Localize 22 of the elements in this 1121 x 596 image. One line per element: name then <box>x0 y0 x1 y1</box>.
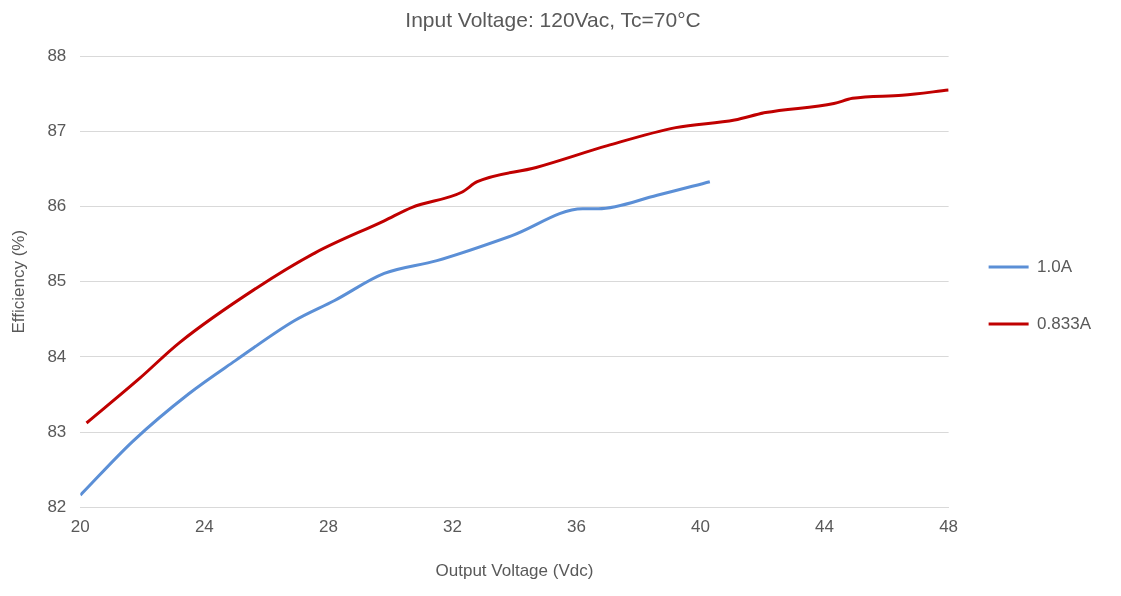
y-tick-label: 88 <box>47 45 67 65</box>
legend-label: 0.833A <box>1037 313 1092 333</box>
x-tick-label: 44 <box>815 517 835 537</box>
x-tick-label: 36 <box>567 517 586 537</box>
y-tick-label: 87 <box>47 121 67 141</box>
line-series <box>80 180 712 497</box>
y-tick-label: 86 <box>47 196 67 216</box>
y-tick-label: 85 <box>47 271 67 291</box>
y-tick-label: 84 <box>47 346 67 366</box>
x-tick-label: 32 <box>442 517 462 537</box>
legend-label: 1.0A <box>1037 256 1073 276</box>
x-tick-label: 40 <box>691 517 710 537</box>
y-axis-title: Efficiency (%) <box>8 229 28 334</box>
line-series <box>85 88 949 425</box>
x-tick-label: 24 <box>194 517 214 537</box>
x-tick-label: 20 <box>70 517 90 537</box>
chart-title: Input Voltage: 120Vac, Tc=70°C <box>405 8 701 32</box>
x-tick-label: 48 <box>939 517 959 537</box>
x-axis-title: Output Voltage (Vdc) <box>435 561 594 581</box>
x-tick-label: 28 <box>318 517 338 537</box>
y-tick-label: 82 <box>47 496 67 516</box>
y-tick-label: 83 <box>47 421 67 441</box>
